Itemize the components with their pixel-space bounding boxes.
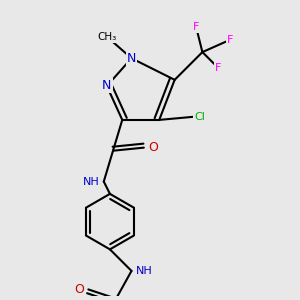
Text: O: O (74, 283, 84, 296)
Text: NH: NH (136, 266, 152, 276)
Text: N: N (102, 80, 112, 92)
Text: O: O (148, 141, 158, 154)
Text: F: F (227, 35, 233, 45)
Text: F: F (193, 22, 200, 32)
Text: N: N (127, 52, 136, 65)
Text: CH₃: CH₃ (97, 32, 116, 42)
Text: F: F (214, 62, 221, 73)
Text: Cl: Cl (194, 112, 205, 122)
Text: NH: NH (83, 176, 100, 187)
